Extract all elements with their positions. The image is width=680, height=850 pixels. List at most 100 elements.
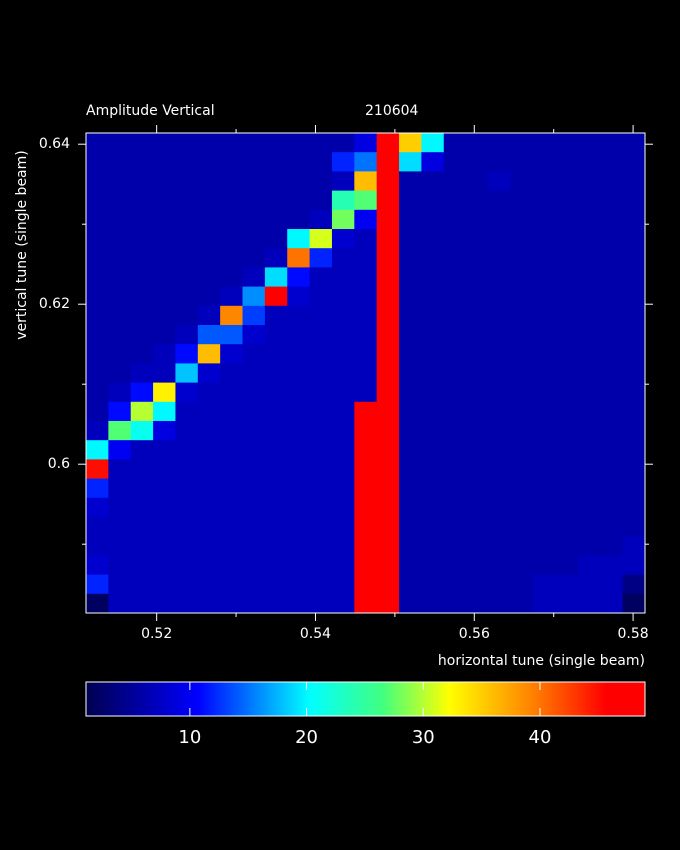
heatmap-cell: [130, 459, 154, 480]
heatmap-cell: [264, 478, 288, 499]
x-tick-label: 0.56: [459, 626, 490, 642]
plot-frame: [85, 132, 646, 614]
heatmap-cell: [86, 382, 109, 403]
heatmap-cell: [577, 229, 601, 249]
heatmap-cell: [488, 574, 512, 595]
heatmap-cell: [577, 536, 601, 556]
heatmap-cell: [510, 555, 534, 576]
heatmap-cell: [376, 344, 400, 364]
heatmap-cell: [220, 229, 244, 249]
heatmap-cell: [488, 536, 512, 556]
heatmap-cell: [242, 555, 266, 576]
heatmap-cell: [242, 209, 266, 230]
heatmap-cell: [220, 593, 244, 614]
heatmap-cell: [175, 209, 199, 230]
heatmap-cell: [242, 325, 266, 345]
heatmap-cell: [197, 593, 221, 614]
heatmap-cell: [130, 305, 154, 326]
heatmap-cell: [108, 421, 132, 441]
heatmap-cell: [555, 382, 579, 403]
heatmap-cell: [197, 421, 221, 441]
heatmap-cell: [264, 248, 288, 268]
heatmap-cell: [130, 497, 154, 518]
heatmap-cell: [153, 478, 176, 499]
heatmap-cell: [533, 286, 557, 307]
heatmap-cell: [443, 593, 467, 614]
heatmap-cell: [331, 382, 355, 403]
heatmap-cell: [220, 401, 244, 422]
heatmap-cell: [376, 171, 400, 192]
heatmap-cell: [86, 133, 109, 153]
heatmap-cell: [488, 305, 512, 326]
heatmap-cell: [354, 459, 378, 480]
heatmap-cell: [242, 382, 266, 403]
heatmap-cell: [220, 344, 244, 364]
heatmap-cell: [533, 171, 557, 192]
heatmap-cell: [242, 536, 266, 556]
heatmap-cell: [309, 401, 333, 422]
heatmap-cell: [555, 517, 579, 537]
heatmap-cell: [466, 305, 489, 326]
heatmap-cell: [197, 517, 221, 537]
heatmap-cell: [309, 478, 333, 499]
heatmap-cell: [108, 497, 132, 518]
heatmap-cell: [175, 152, 199, 172]
heatmap-cell: [510, 440, 534, 460]
heatmap-cell: [376, 325, 400, 345]
heatmap-cell: [86, 305, 109, 326]
heatmap-cell: [242, 133, 266, 153]
heatmap-cell: [86, 325, 109, 345]
heatmap-cell: [577, 305, 601, 326]
heatmap-cell: [287, 497, 311, 518]
heatmap-cell: [376, 267, 400, 288]
heatmap-cell: [264, 190, 288, 211]
heatmap-cell: [622, 536, 646, 556]
heatmap-cell: [242, 497, 266, 518]
heatmap-cell: [331, 133, 355, 153]
heatmap-cell: [108, 517, 132, 537]
heatmap-cell: [622, 401, 646, 422]
heatmap-cell: [309, 344, 333, 364]
heatmap-cell: [130, 267, 154, 288]
heatmap-cell: [331, 305, 355, 326]
heatmap-cell: [175, 248, 199, 268]
heatmap-cell: [421, 305, 445, 326]
heatmap-cell: [443, 574, 467, 595]
heatmap-cell: [331, 190, 355, 211]
heatmap-cell: [466, 267, 489, 288]
heatmap-cell: [466, 440, 489, 460]
heatmap-cell: [622, 593, 646, 614]
heatmap-cell: [488, 421, 512, 441]
heatmap-cell: [108, 171, 132, 192]
heatmap-cell: [510, 536, 534, 556]
heatmap-cell: [175, 325, 199, 345]
heatmap-cell: [331, 209, 355, 230]
heatmap-cell: [577, 440, 601, 460]
heatmap-cell: [287, 478, 311, 499]
heatmap-cell: [242, 171, 266, 192]
heatmap-cell: [153, 133, 176, 153]
heatmap-cell: [287, 229, 311, 249]
heatmap-cell: [533, 363, 557, 384]
heatmap-cell: [287, 574, 311, 595]
heatmap-cell: [421, 286, 445, 307]
heatmap-cell: [197, 478, 221, 499]
heatmap-cell: [264, 267, 288, 288]
heatmap-cell: [354, 286, 378, 307]
heatmap-cell: [197, 497, 221, 518]
heatmap-cell: [86, 517, 109, 537]
heatmap-cell: [600, 171, 624, 192]
heatmap-cell: [153, 229, 176, 249]
heatmap-cell: [555, 478, 579, 499]
heatmap-cell: [600, 478, 624, 499]
heatmap-cell: [510, 574, 534, 595]
heatmap-cell: [443, 152, 467, 172]
heatmap-cell: [108, 229, 132, 249]
heatmap-cell: [220, 497, 244, 518]
heatmap-cell: [175, 574, 199, 595]
heatmap-cell: [622, 363, 646, 384]
heatmap-cell: [86, 171, 109, 192]
heatmap-cell: [354, 574, 378, 595]
heatmap-cell: [354, 363, 378, 384]
heatmap-cell: [533, 421, 557, 441]
